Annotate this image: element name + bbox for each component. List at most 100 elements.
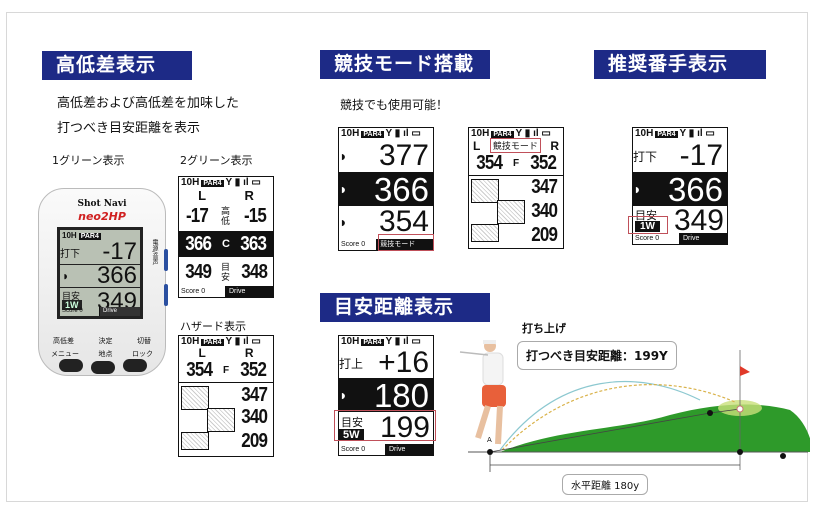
hole-number: 10H: [635, 128, 654, 139]
hazard-distance: 347: [240, 384, 268, 406]
hole-number: 10H: [181, 177, 200, 188]
point-a-marker: [487, 449, 493, 455]
par-badge: PAR4: [655, 131, 678, 138]
uphill-illustration: [459, 340, 810, 472]
hazard-distance: 209: [240, 430, 268, 452]
front-flag-icon: ◗: [339, 214, 348, 230]
page-frame: [6, 12, 808, 502]
target-trajectory-curve: [501, 384, 736, 451]
hazard-bunker-icon: [207, 408, 235, 432]
center-label: C: [222, 238, 230, 250]
score-value: 0: [361, 241, 366, 248]
hole-number: 10H: [341, 128, 360, 139]
competition-desc: 競技でも使用可能！: [340, 98, 449, 112]
left-label: L: [198, 346, 206, 360]
pin-icon: ◗: [339, 387, 348, 403]
front-left: 354: [475, 152, 503, 174]
elev-label: 打上: [339, 356, 364, 371]
club-badge: 1W: [62, 300, 82, 310]
center-distance: 366: [96, 262, 137, 289]
slope-line: [489, 412, 711, 453]
par-badge: PAR4: [78, 233, 101, 240]
highlight-box: [334, 410, 436, 441]
elev-right: -15: [243, 204, 267, 227]
drive-label: Drive: [226, 286, 273, 297]
target-label: 目安: [341, 417, 363, 429]
screen-2green: 10H PAR4 Y ▮ ıl ▭ L R -17 高低 -15 366 C 363 349 目…: [178, 176, 274, 298]
menu-button[interactable]: [59, 359, 83, 372]
club-badge: 1W: [635, 221, 660, 232]
score-value: 0: [201, 288, 206, 295]
section-title-elevation: 高低差表示: [42, 51, 192, 80]
hazard-distance: 340: [240, 406, 268, 428]
elev-left: -17: [186, 204, 209, 227]
elev-label: 打下: [633, 149, 658, 164]
device-model-logo: neo2HP: [78, 210, 126, 223]
btn-label-switch: 切替: [137, 337, 151, 345]
center-distance: 180: [373, 376, 429, 414]
status-icons: Y ▮ ıl ▭: [225, 336, 261, 347]
drive-label: Drive: [386, 444, 433, 455]
side-button-2[interactable]: [164, 284, 168, 306]
target-right: 348: [241, 260, 268, 283]
pin-icon: ◗: [633, 181, 642, 197]
hole-marker: [736, 405, 744, 413]
point-button[interactable]: [91, 361, 115, 374]
screen-target-distance: 10H PAR4 Y ▮ ıl ▭ 打上 +16 ◗ 180 目安 5W 199 Sco…: [338, 335, 434, 456]
side-button[interactable]: [164, 249, 168, 271]
btn-label-lock: ロック: [132, 350, 153, 358]
front-label: F: [222, 365, 230, 376]
uphill-caption: 打ち上げ: [522, 322, 566, 335]
lock-button[interactable]: [123, 359, 147, 372]
center-left: 366: [185, 232, 212, 255]
section-title-club: 推奨番手表示: [594, 50, 766, 79]
elev-value: +16: [378, 346, 429, 379]
hazard-distance: 340: [530, 200, 558, 222]
status-icons: Y ▮ ıl ▭: [515, 128, 551, 139]
label-hazard: ハザード表示: [180, 320, 246, 333]
btn-label-menu: メニュー: [51, 350, 79, 358]
flag-icon: [740, 366, 750, 376]
right-label: R: [550, 138, 559, 153]
status-icons: Y ▮ ıl ▭: [225, 177, 261, 188]
score-label: Score: [341, 446, 360, 453]
front-left: 354: [185, 359, 213, 381]
elevation-desc-1: 高低差および高低差を加味した: [57, 96, 240, 111]
screen-competition-b: 10H PAR4 Y ▮ ıl ▭ L 競技モード R 354 F 352 347 340 …: [468, 127, 564, 249]
competition-mode-label: 競技モード: [489, 138, 541, 153]
hazard-distance: 347: [530, 176, 558, 198]
section-title-target-distance: 目安距離表示: [320, 293, 490, 322]
status-icons: Y ▮ ıl ▭: [385, 336, 421, 347]
score-label: Score: [181, 288, 200, 295]
elev-label: 打下: [60, 248, 80, 260]
score-value: 0: [79, 308, 83, 314]
target-distance: 199: [379, 411, 430, 444]
elev-value: -17: [102, 238, 137, 265]
center-distance: 366: [373, 170, 429, 208]
hazard-bunker-icon: [181, 386, 209, 410]
label-1green: 1グリーン表示: [52, 154, 125, 167]
score-label: Score: [62, 308, 78, 314]
score-label: Score: [341, 241, 360, 248]
target-label: 目安: [221, 262, 231, 282]
gps-device: Shot Navi neo2HP 10H PAR4 打下 -17 ◗ 366 目安 1…: [38, 188, 168, 376]
highlight-box: [628, 216, 668, 234]
pin-icon: ◗: [62, 269, 70, 283]
back-flag-icon: ◗: [339, 148, 348, 164]
highlight-box: [378, 234, 434, 251]
target-distance-callout: 打つべき目安距離：199Y: [517, 341, 677, 370]
status-icons: Y ▮ ıl ▭: [385, 128, 421, 139]
hazard-distance: 209: [530, 224, 558, 246]
horizontal-distance-label: 水平距離 180y: [562, 474, 649, 495]
hazard-water-icon: [181, 432, 209, 450]
trajectory-curve: [499, 380, 701, 451]
front-distance: 354: [378, 205, 429, 238]
center-distance: 366: [667, 170, 723, 208]
btn-label-enter: 決定: [98, 337, 113, 345]
par-badge: PAR4: [201, 339, 224, 346]
front-label: F: [512, 158, 520, 169]
screen-hazard: 10H PAR4 Y ▮ ıl ▭ L R 354 F 352 347 340 209: [178, 335, 274, 457]
pin-icon: ◗: [339, 181, 348, 197]
status-icons: Y ▮ ıl ▭: [679, 128, 715, 139]
par-badge: PAR4: [361, 339, 384, 346]
